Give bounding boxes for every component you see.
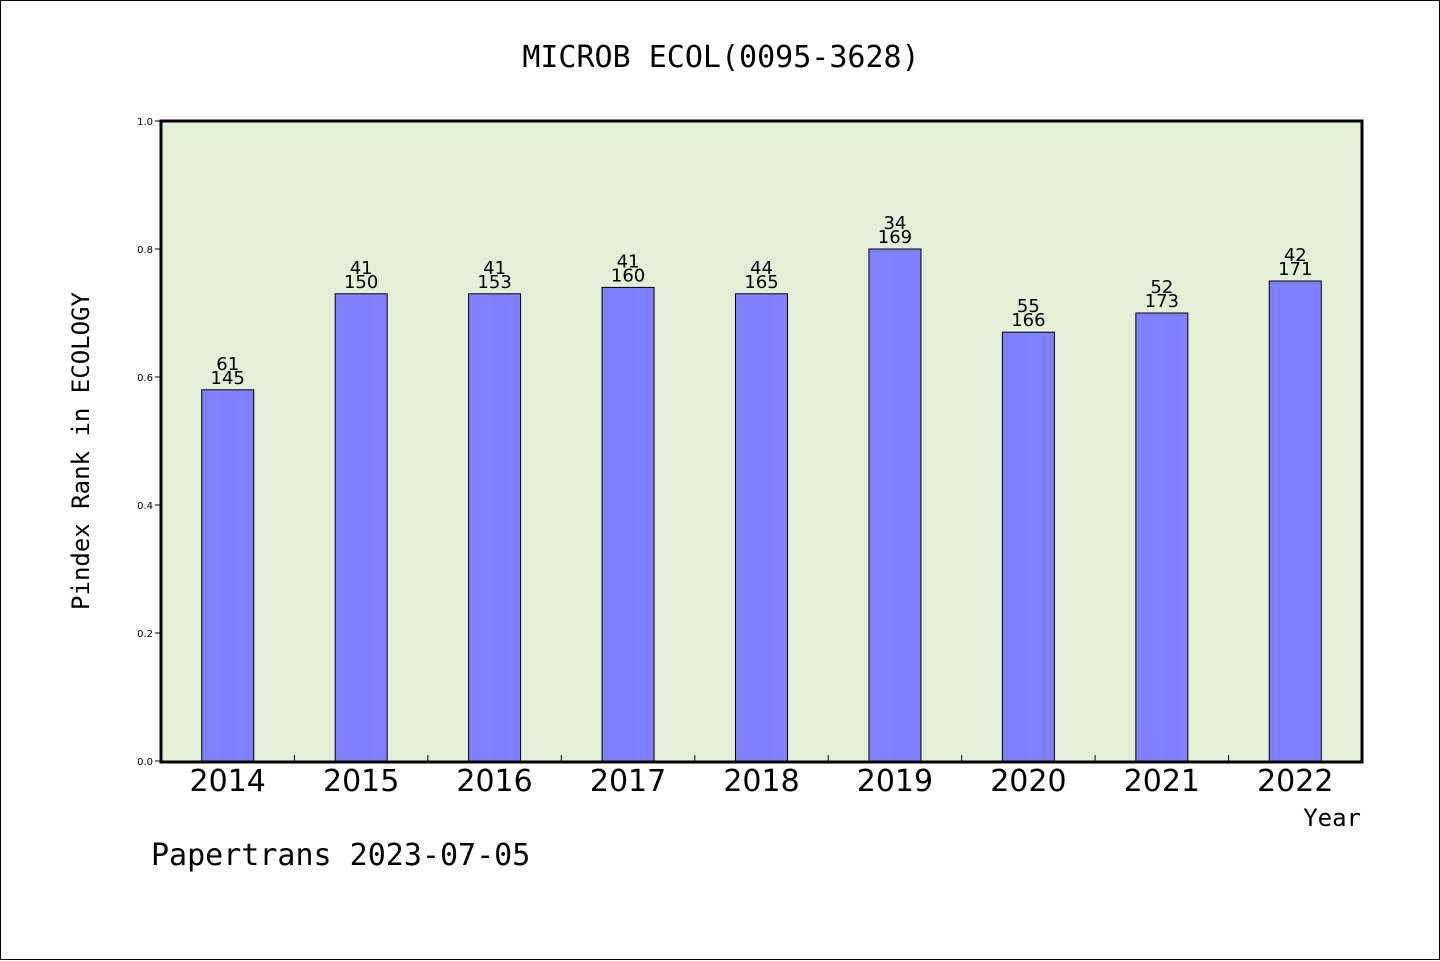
rank-label: 34 xyxy=(883,213,906,234)
y-tick-label: 1.0 xyxy=(137,117,153,128)
rank-label: 41 xyxy=(617,251,640,272)
rank-label: 41 xyxy=(350,258,373,279)
y-tick-label: 0.6 xyxy=(137,373,153,384)
y-tick-label: 0.0 xyxy=(137,757,153,768)
x-tick-label: 2020 xyxy=(990,764,1066,799)
chart-title: MICROB ECOL(0095-3628) xyxy=(522,40,919,75)
x-tick-label: 2019 xyxy=(857,764,933,799)
bar-2015 xyxy=(334,293,388,762)
rank-label: 52 xyxy=(1150,277,1173,298)
x-tick-label: 2021 xyxy=(1124,764,1200,799)
x-tick-label: 2022 xyxy=(1257,764,1333,799)
bar-2019 xyxy=(868,248,922,762)
total-label: 169 xyxy=(878,227,912,248)
plot-border xyxy=(159,119,1364,764)
total-label: 160 xyxy=(611,265,645,286)
rank-label: 44 xyxy=(750,258,773,279)
total-label: 166 xyxy=(1011,310,1045,331)
rank-label: 41 xyxy=(483,258,506,279)
y-tick-label: 0.8 xyxy=(137,245,153,256)
bar-2017 xyxy=(601,286,655,762)
total-label: 165 xyxy=(744,272,778,293)
y-axis: 0.0 0.2 0.4 0.6 0.8 1.0 xyxy=(137,117,161,768)
total-label: 145 xyxy=(211,368,245,389)
bar-2018 xyxy=(735,293,788,762)
footer-text: Papertrans 2023-07-05 xyxy=(151,838,530,873)
rank-label: 61 xyxy=(216,354,239,375)
x-tick-label: 2016 xyxy=(456,764,532,799)
bar-2022 xyxy=(1268,280,1322,762)
x-tick-label: 2017 xyxy=(590,764,666,799)
bars-group xyxy=(201,248,1322,762)
bar-2014 xyxy=(201,389,255,762)
y-tick-label: 0.4 xyxy=(137,501,153,512)
x-axis-label: Year xyxy=(1303,804,1361,832)
x-axis: 2014 2015 2016 2017 2018 2019 2020 2021 2022 xyxy=(190,755,1333,799)
y-tick-label: 0.2 xyxy=(137,629,153,640)
rank-label: 55 xyxy=(1017,296,1040,317)
total-label: 171 xyxy=(1278,259,1312,280)
bar-2021 xyxy=(1135,312,1189,762)
x-tick-label: 2018 xyxy=(723,764,799,799)
rank-label: 42 xyxy=(1284,245,1307,266)
total-label: 153 xyxy=(477,272,511,293)
x-tick-label: 2014 xyxy=(190,764,266,799)
x-tick-label: 2015 xyxy=(323,764,399,799)
bar-2016 xyxy=(468,293,522,762)
total-label: 173 xyxy=(1145,291,1179,312)
total-label: 150 xyxy=(344,272,378,293)
y-axis-label: Pindex Rank in ECOLOGY xyxy=(67,292,95,610)
bar-2020 xyxy=(1001,331,1055,762)
